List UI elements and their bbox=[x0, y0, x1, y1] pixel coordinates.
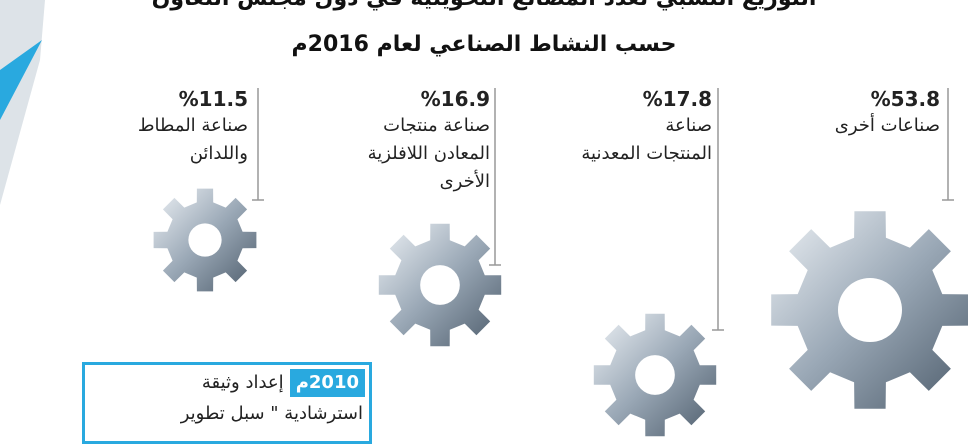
label-line: الأخرى bbox=[368, 168, 490, 196]
gear-hole bbox=[420, 265, 460, 305]
percent: %11.5 bbox=[138, 86, 248, 112]
gear-hole bbox=[188, 223, 221, 256]
label-line: واللدائن bbox=[138, 140, 248, 168]
label-line: صناعة bbox=[581, 112, 712, 140]
gear-hole bbox=[635, 355, 675, 395]
badge: 2010م bbox=[290, 369, 365, 397]
note-line: إعداد وثيقة bbox=[202, 372, 284, 393]
title-line: التوزيع النسبي لعدد المصانع التحويلية في… bbox=[0, 0, 968, 11]
percent: %17.8 bbox=[581, 86, 712, 112]
percent: %53.8 bbox=[835, 86, 940, 112]
note-line: استرشادية " سبل تطوير bbox=[85, 403, 369, 424]
label-line: المعادن اللافلزية bbox=[368, 140, 490, 168]
gear-hole bbox=[838, 278, 902, 342]
label-line: المنتجات المعدنية bbox=[581, 140, 712, 168]
label-line: صناعة منتجات bbox=[368, 112, 490, 140]
percent: %16.9 bbox=[368, 86, 490, 112]
note-box: 2010م إعداد وثيقة استرشادية " سبل تطوير bbox=[82, 362, 372, 444]
infographic: التوزيع النسبي لعدد المصانع التحويلية في… bbox=[0, 0, 968, 448]
label-line: صناعات أخرى bbox=[835, 112, 940, 140]
label-line: صناعة المطاط bbox=[138, 112, 248, 140]
title-line: حسب النشاط الصناعي لعام 2016م bbox=[0, 32, 968, 57]
